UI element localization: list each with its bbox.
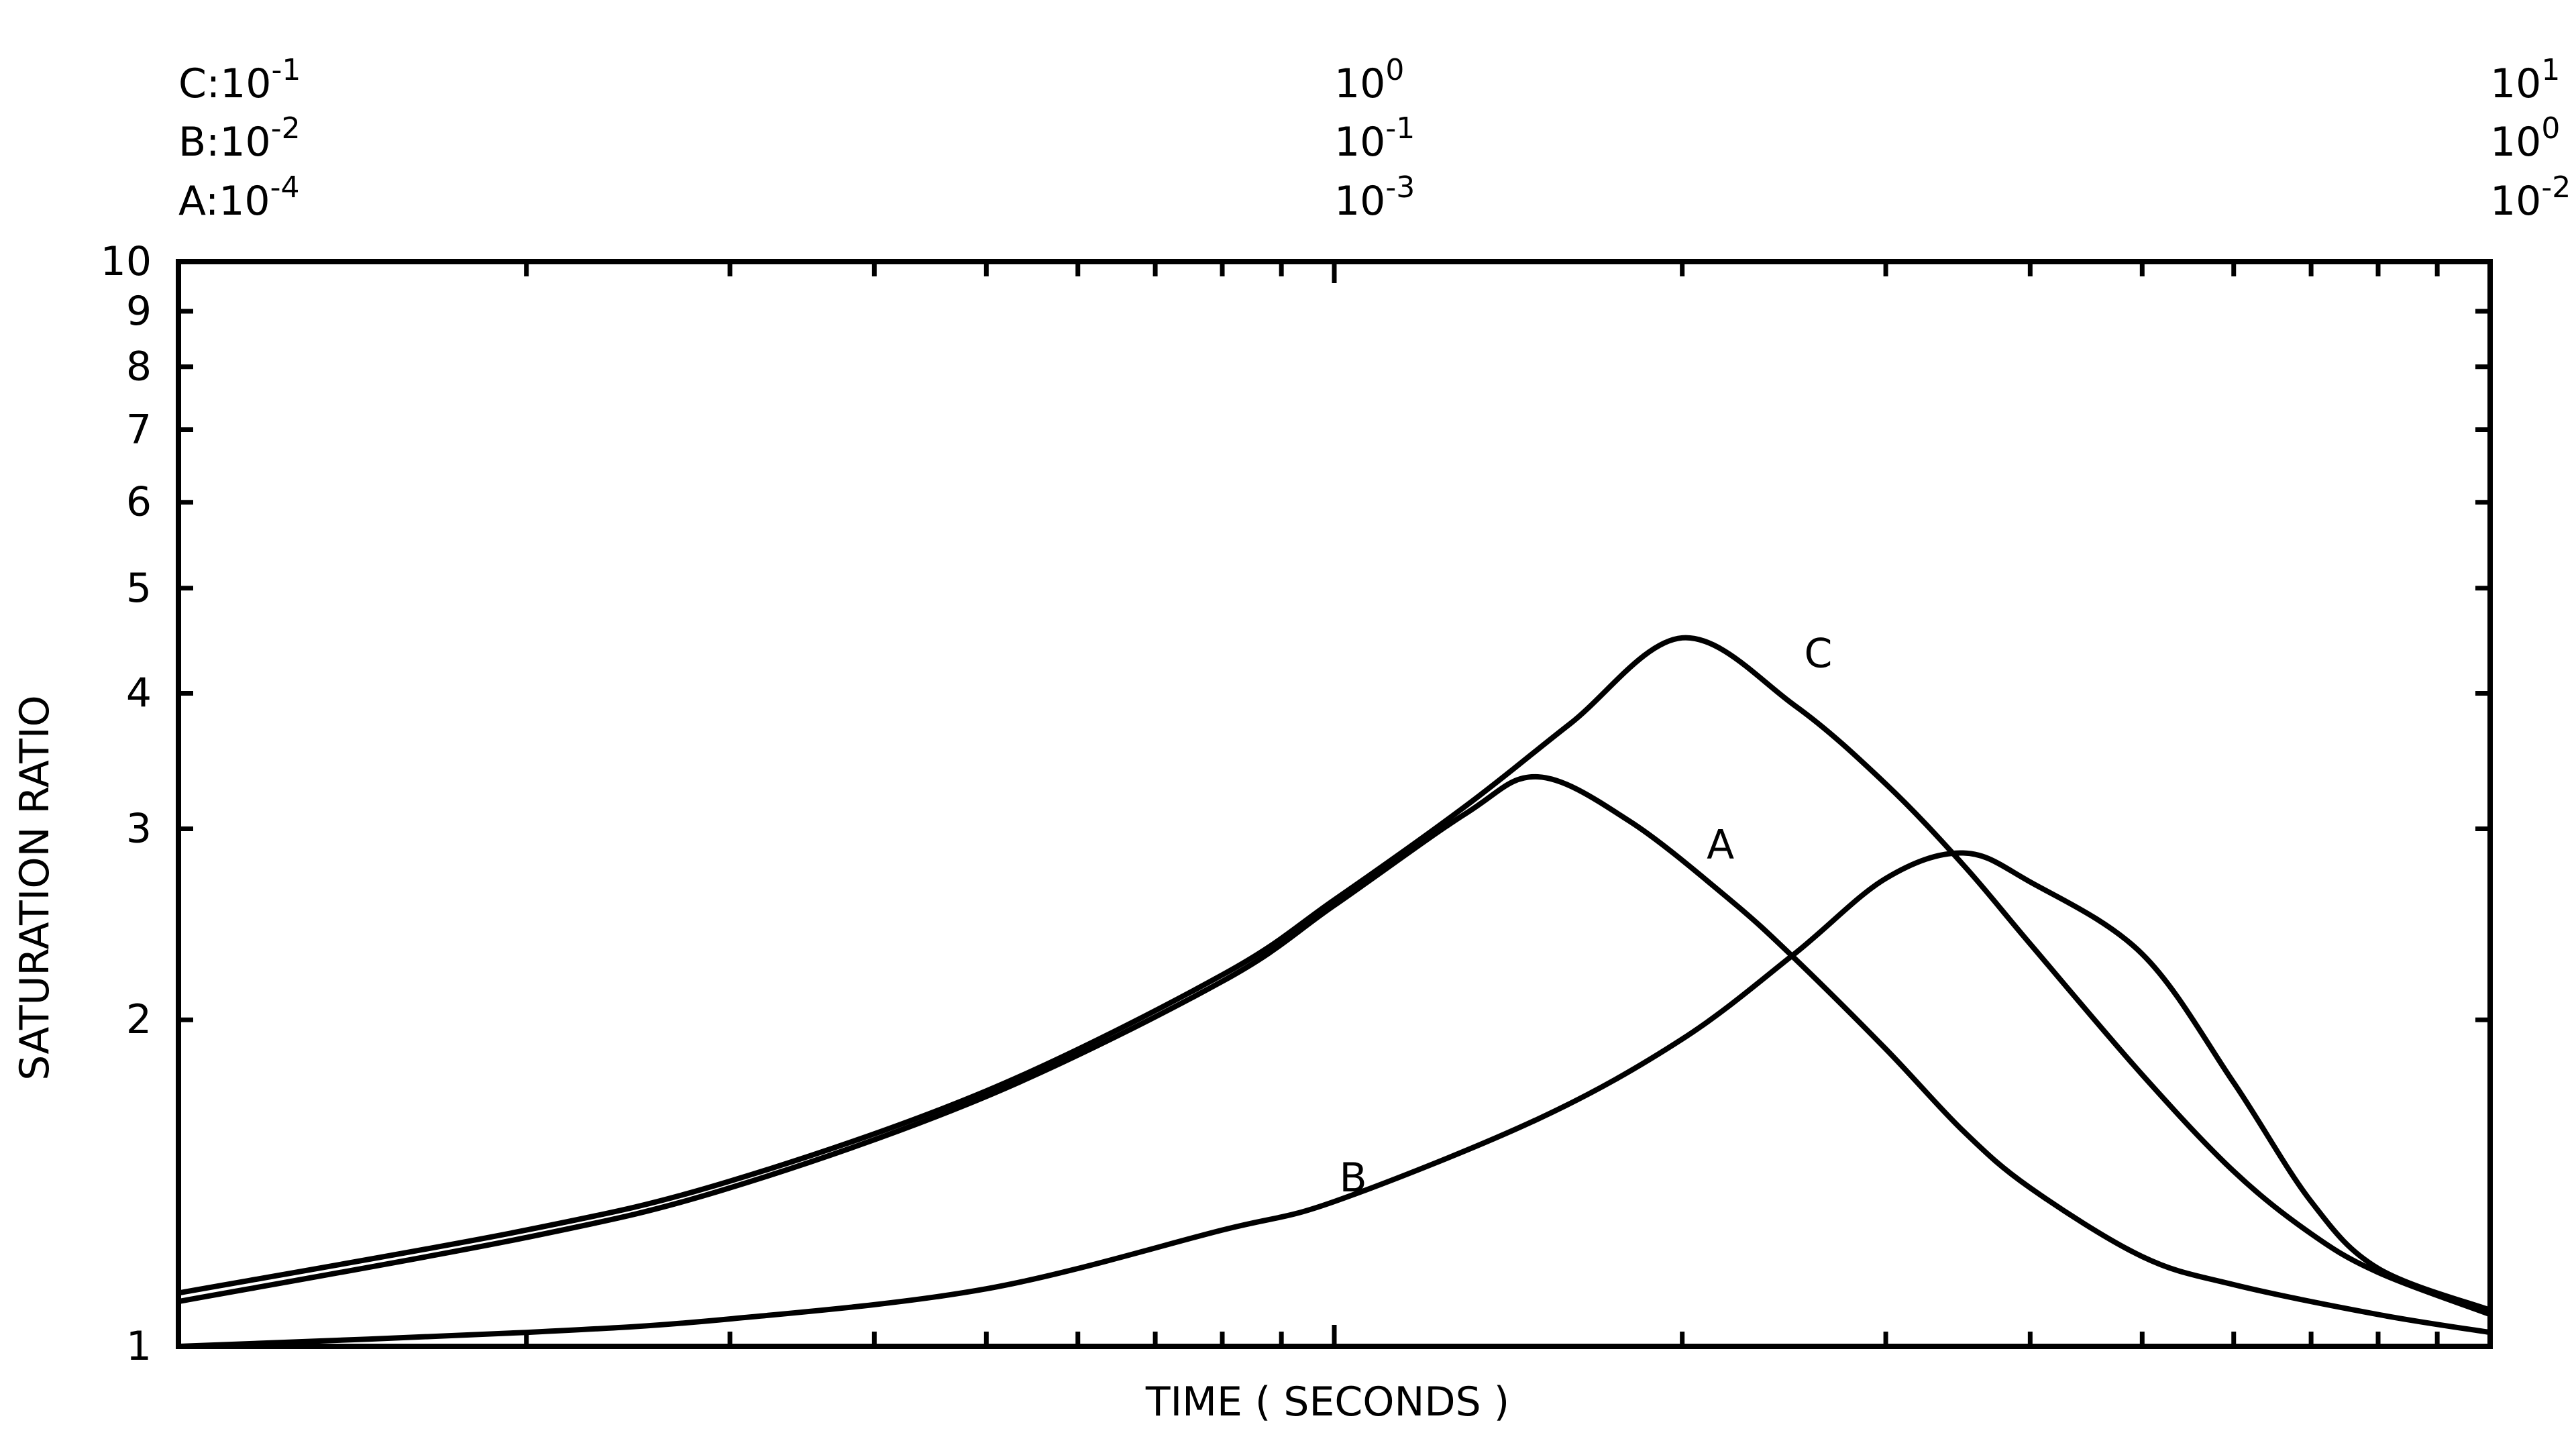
x-axis-title: TIME ( SECONDS ) xyxy=(1145,1379,1509,1426)
tick-label-base: 10 xyxy=(2490,178,2541,225)
y-tick-label: 1 xyxy=(126,1323,152,1370)
tick-label-base: 10 xyxy=(2490,60,2541,107)
y-tick-label: 6 xyxy=(126,479,152,526)
top-axis-tick-label-b: B:10-2 xyxy=(178,111,301,166)
top-axis-tick-label-a: A:10-4 xyxy=(178,170,299,225)
top-axis-tick-label-b: 10-1 xyxy=(1334,111,1415,166)
y-tick-label: 4 xyxy=(126,669,152,716)
y-tick-label: 3 xyxy=(126,805,152,852)
series-line-b xyxy=(176,850,2493,1349)
x-axis-ticks xyxy=(524,262,2440,1346)
plot-frame xyxy=(176,259,2493,1349)
top-axis-tick-label-b: 100 xyxy=(2490,111,2560,166)
series-line-a xyxy=(176,773,2493,1336)
tick-label-exponent: -3 xyxy=(1385,170,1415,205)
series-curves xyxy=(176,635,2493,1349)
top-axis-tick-label-a: 10-3 xyxy=(1334,170,1415,225)
y-tick-label: 7 xyxy=(126,406,152,453)
tick-label-exponent: -4 xyxy=(270,170,300,205)
tick-label-exponent: -1 xyxy=(1385,111,1415,146)
tick-label-exponent: -2 xyxy=(271,111,301,146)
tick-label-base: B:10 xyxy=(178,119,271,166)
tick-label-exponent: -1 xyxy=(271,53,301,87)
top-axis-tick-label-a: 10-2 xyxy=(2490,170,2571,225)
tick-label-base: A:10 xyxy=(178,178,270,225)
top-axis-tick-label-c: 101 xyxy=(2490,53,2560,107)
curve-label-a: A xyxy=(1707,821,1734,868)
y-tick-label: 8 xyxy=(126,343,152,390)
series-line-c xyxy=(176,635,2493,1318)
tick-label-exponent: -2 xyxy=(2541,170,2571,205)
top-axis-tick-label-c: 100 xyxy=(1334,53,1404,107)
tick-label-base: 10 xyxy=(1334,119,1385,166)
y-axis-ticks: 1 2 3 4 5 6 7 8 910 xyxy=(101,238,2490,1370)
tick-label-base: 10 xyxy=(1334,178,1385,225)
tick-label-exponent: 0 xyxy=(1385,53,1404,87)
tick-label-exponent: 0 xyxy=(2541,111,2560,146)
curve-label-b: B xyxy=(1339,1155,1366,1201)
y-axis-title: SATURATION RATIO xyxy=(11,695,58,1081)
tick-label-exponent: 1 xyxy=(2541,53,2560,87)
curve-label-c: C xyxy=(1804,631,1832,678)
tick-label-base: 10 xyxy=(2490,119,2541,166)
curve-labels: C A B xyxy=(1339,631,1832,1201)
tick-label-base: 10 xyxy=(1334,60,1385,107)
top-axis-tick-label-c: C:10-1 xyxy=(178,53,301,107)
y-tick-label: 5 xyxy=(126,565,152,612)
y-tick-label: 10 xyxy=(101,238,152,285)
y-tick-label: 2 xyxy=(126,996,152,1043)
tick-label-base: C:10 xyxy=(178,60,271,107)
y-tick-label: 9 xyxy=(126,288,152,335)
